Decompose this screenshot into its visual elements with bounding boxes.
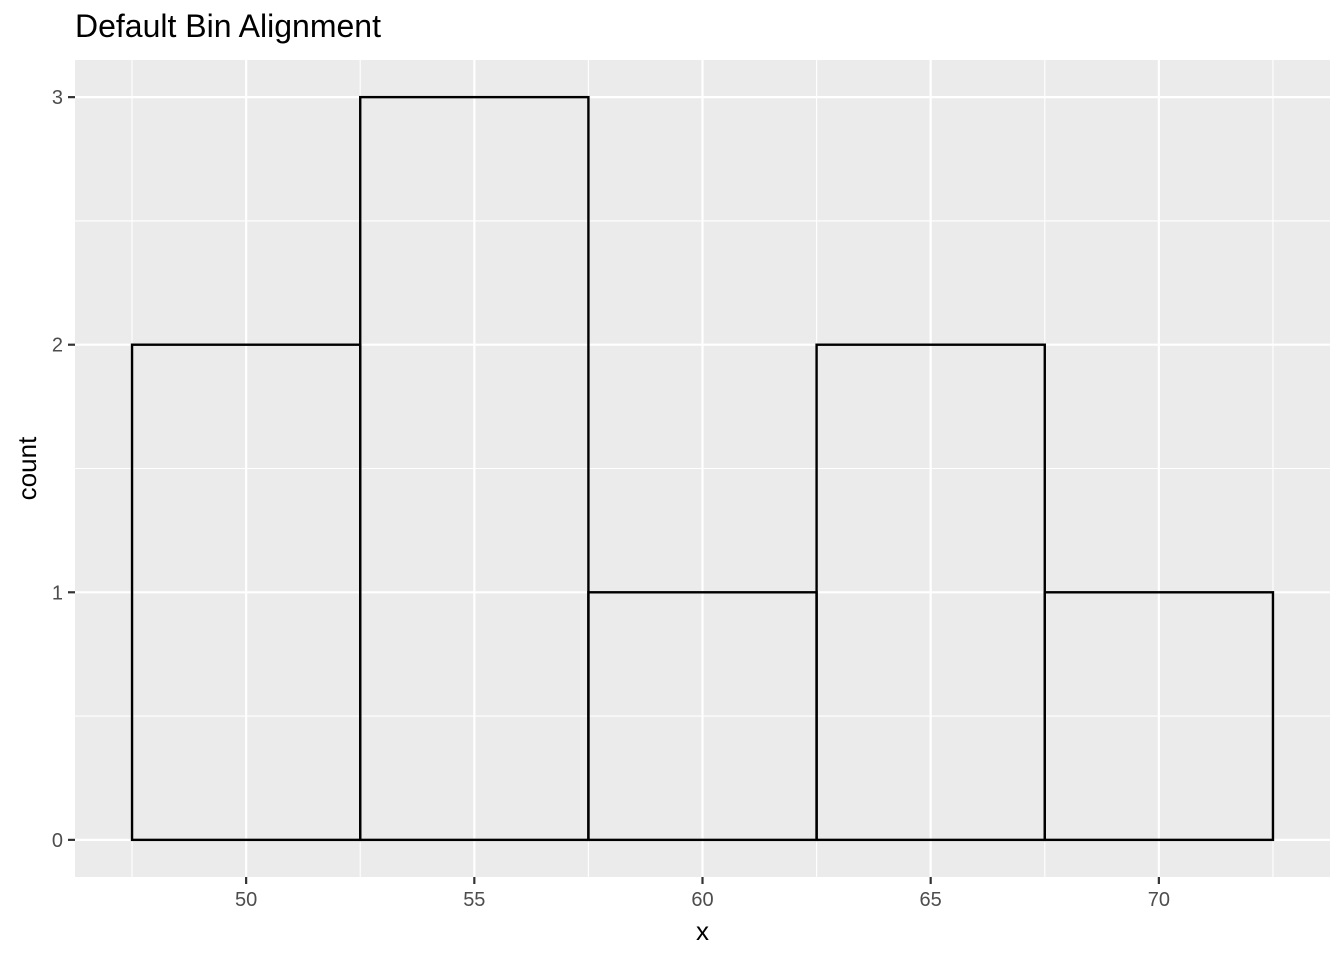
x-tick-label: 65: [920, 889, 942, 911]
x-tick-label: 50: [235, 889, 257, 911]
histogram-bars: [130, 95, 1275, 842]
y-tick-label: 3: [52, 87, 63, 109]
x-tick-label: 55: [463, 889, 485, 911]
y-axis: 0 1 2 3: [52, 87, 75, 852]
y-tick-label: 2: [52, 335, 63, 357]
histogram-bar-2: [359, 95, 590, 842]
y-axis-title: count: [12, 436, 42, 500]
y-tick-label: 0: [52, 830, 63, 852]
y-tick-label: 1: [52, 582, 63, 604]
histogram-bar-5: [1043, 591, 1275, 842]
x-tick-label: 60: [691, 889, 713, 911]
x-axis: 50 55 60 65 70: [235, 877, 1170, 911]
chart-title: Default Bin Alignment: [75, 8, 381, 44]
x-tick-label: 70: [1148, 889, 1170, 911]
x-axis-title: x: [696, 916, 709, 946]
